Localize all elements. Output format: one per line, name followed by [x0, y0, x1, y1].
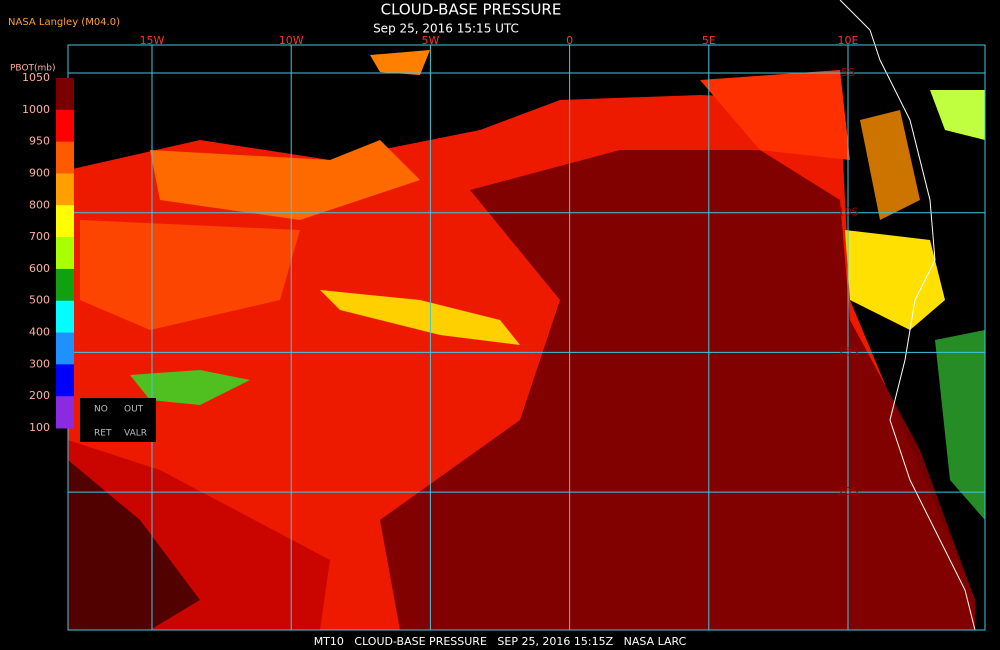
colorbar-tick-label: 200 — [29, 389, 50, 402]
colorbar-tick-label: 600 — [29, 262, 50, 275]
colorbar-tick-label: 1050 — [22, 71, 50, 84]
colorbar-tick-label: 100 — [29, 421, 50, 434]
longitude-label: 0 — [566, 34, 573, 47]
colorbar-tick-label: 500 — [29, 294, 50, 307]
colorbar-tick-label: 1000 — [22, 103, 50, 116]
legend-cell: OUT — [124, 405, 144, 415]
colorbar-swatch — [56, 300, 74, 334]
colorbar-swatch — [56, 396, 74, 429]
colorbar-swatch — [56, 173, 74, 206]
colorbar-tick-label: 800 — [29, 198, 50, 211]
subtitle: Sep 25, 2016 15:15 UTC — [373, 22, 519, 36]
colorbar-swatch — [56, 109, 74, 143]
legend-cell: NO — [94, 405, 108, 415]
footer: MT10 CLOUD-BASE PRESSURE SEP 25, 2016 15… — [314, 635, 687, 648]
legend-cell: RET — [94, 429, 112, 439]
title: CLOUD-BASE PRESSURE — [381, 1, 562, 19]
latitude-label: 5S — [841, 66, 855, 79]
colorbar-swatch — [56, 78, 74, 111]
latitude-label: 15S — [838, 345, 859, 358]
footer-bar — [0, 632, 1000, 650]
colorbar-tick-label: 300 — [29, 357, 50, 370]
colorbar-swatch — [56, 205, 74, 238]
longitude-label: 10W — [279, 34, 304, 47]
colorbar-label: PBOT(mb) — [10, 64, 56, 74]
colorbar-swatch — [56, 237, 74, 270]
longitude-label: 10E — [838, 34, 859, 47]
legend-cell: VALR — [124, 429, 147, 439]
colorbar-tick-label: 700 — [29, 230, 50, 243]
colorbar-tick-label: 950 — [29, 135, 50, 148]
longitude-label: 5E — [702, 34, 716, 47]
longitude-label: 15W — [140, 34, 165, 47]
colorbar-tick-label: 900 — [29, 166, 50, 179]
imagery — [68, 0, 985, 631]
graticule — [67, 44, 986, 631]
colorbar-swatch — [56, 268, 74, 302]
latitude-label: 10S — [838, 206, 859, 219]
source-label: NASA Langley (M04.0) — [8, 17, 120, 28]
colorbar-swatch — [56, 332, 74, 365]
longitude-label: 5W — [421, 34, 439, 47]
colorbar-swatch — [56, 141, 74, 174]
latitude-label: 20S — [838, 485, 859, 498]
colorbar-tick-label: 400 — [29, 326, 50, 339]
colorbar-swatch — [56, 364, 74, 397]
legend-box — [80, 398, 156, 442]
